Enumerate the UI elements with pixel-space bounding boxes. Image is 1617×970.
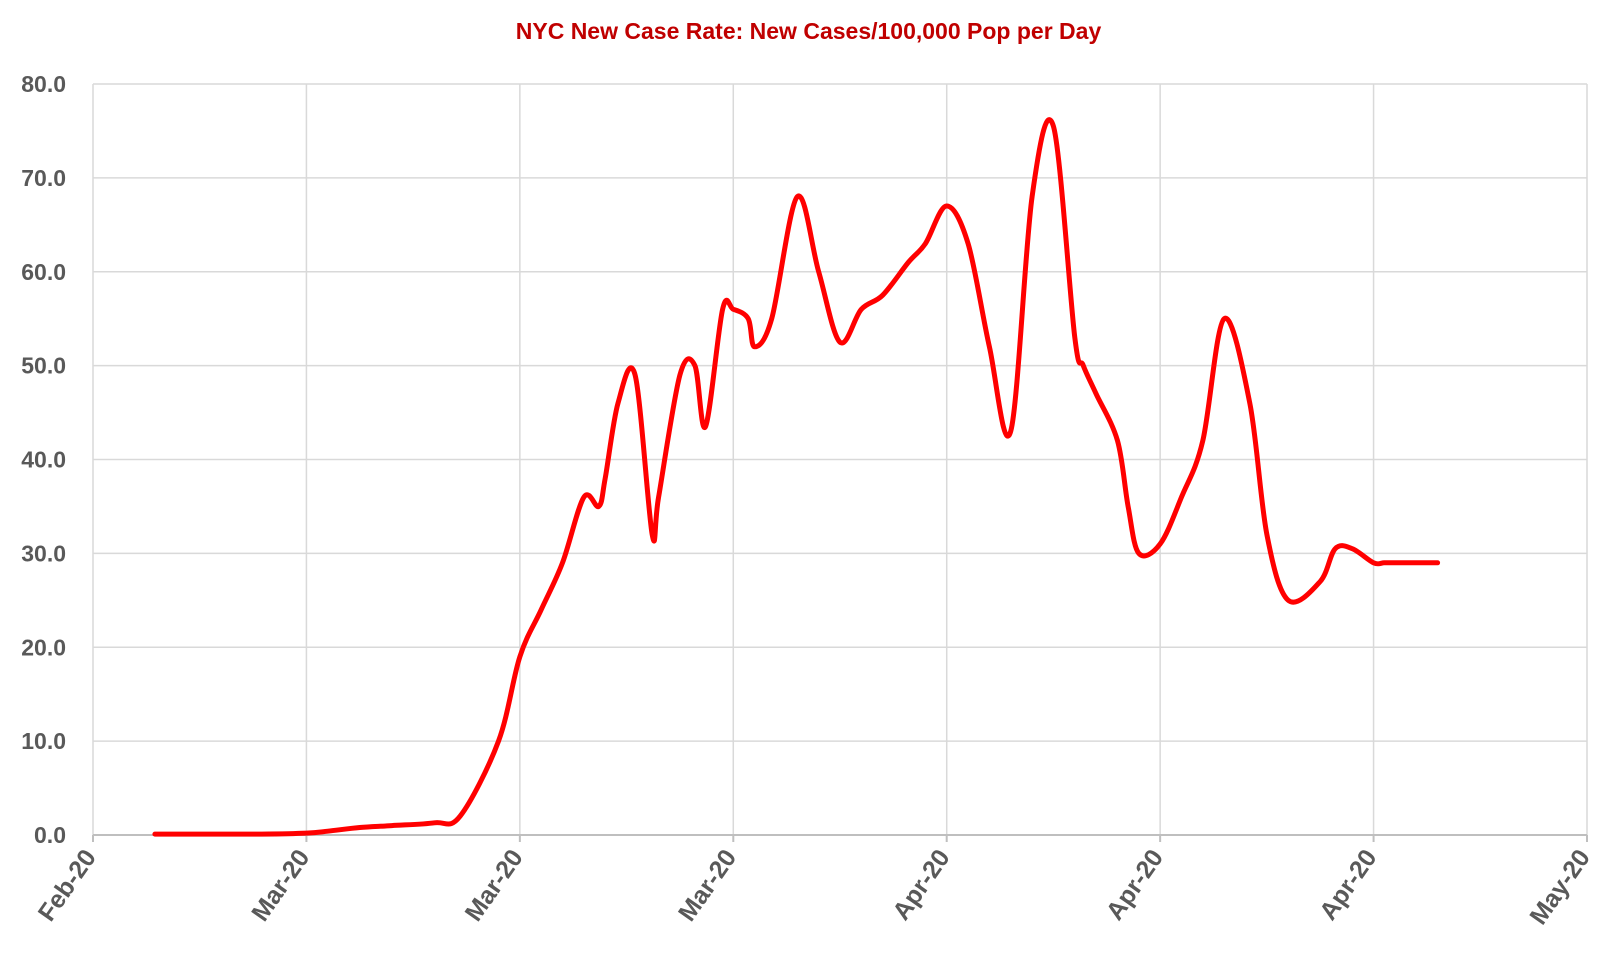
y-tick-label: 70.0 xyxy=(21,165,66,191)
y-tick-label: 40.0 xyxy=(21,447,66,473)
y-tick-label: 10.0 xyxy=(21,728,66,754)
y-tick-label: 60.0 xyxy=(21,259,66,285)
x-tick-label: Apr-20 xyxy=(1314,844,1382,925)
y-tick-label: 0.0 xyxy=(34,822,66,848)
x-tick-label: Apr-20 xyxy=(1101,844,1169,925)
chart-title: NYC New Case Rate: New Cases/100,000 Pop… xyxy=(515,18,1102,44)
y-tick-label: 80.0 xyxy=(21,71,66,97)
y-tick-label: 20.0 xyxy=(21,634,66,660)
x-tick-label: Mar-20 xyxy=(673,844,742,926)
series-line xyxy=(152,117,1441,837)
x-tick-label: Apr-20 xyxy=(887,844,955,925)
x-tick-label: Feb-20 xyxy=(33,844,102,926)
y-tick-label: 30.0 xyxy=(21,540,66,566)
y-tick-label: 50.0 xyxy=(21,353,66,379)
x-tick-label: May-20 xyxy=(1524,844,1596,929)
x-tick-label: Mar-20 xyxy=(246,844,315,926)
x-tick-label: Mar-20 xyxy=(460,844,529,926)
